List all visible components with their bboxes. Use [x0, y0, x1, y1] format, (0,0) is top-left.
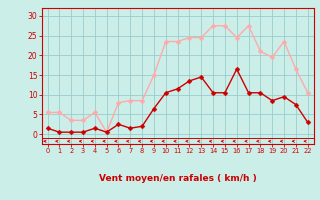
X-axis label: Vent moyen/en rafales ( km/h ): Vent moyen/en rafales ( km/h )	[99, 174, 256, 183]
